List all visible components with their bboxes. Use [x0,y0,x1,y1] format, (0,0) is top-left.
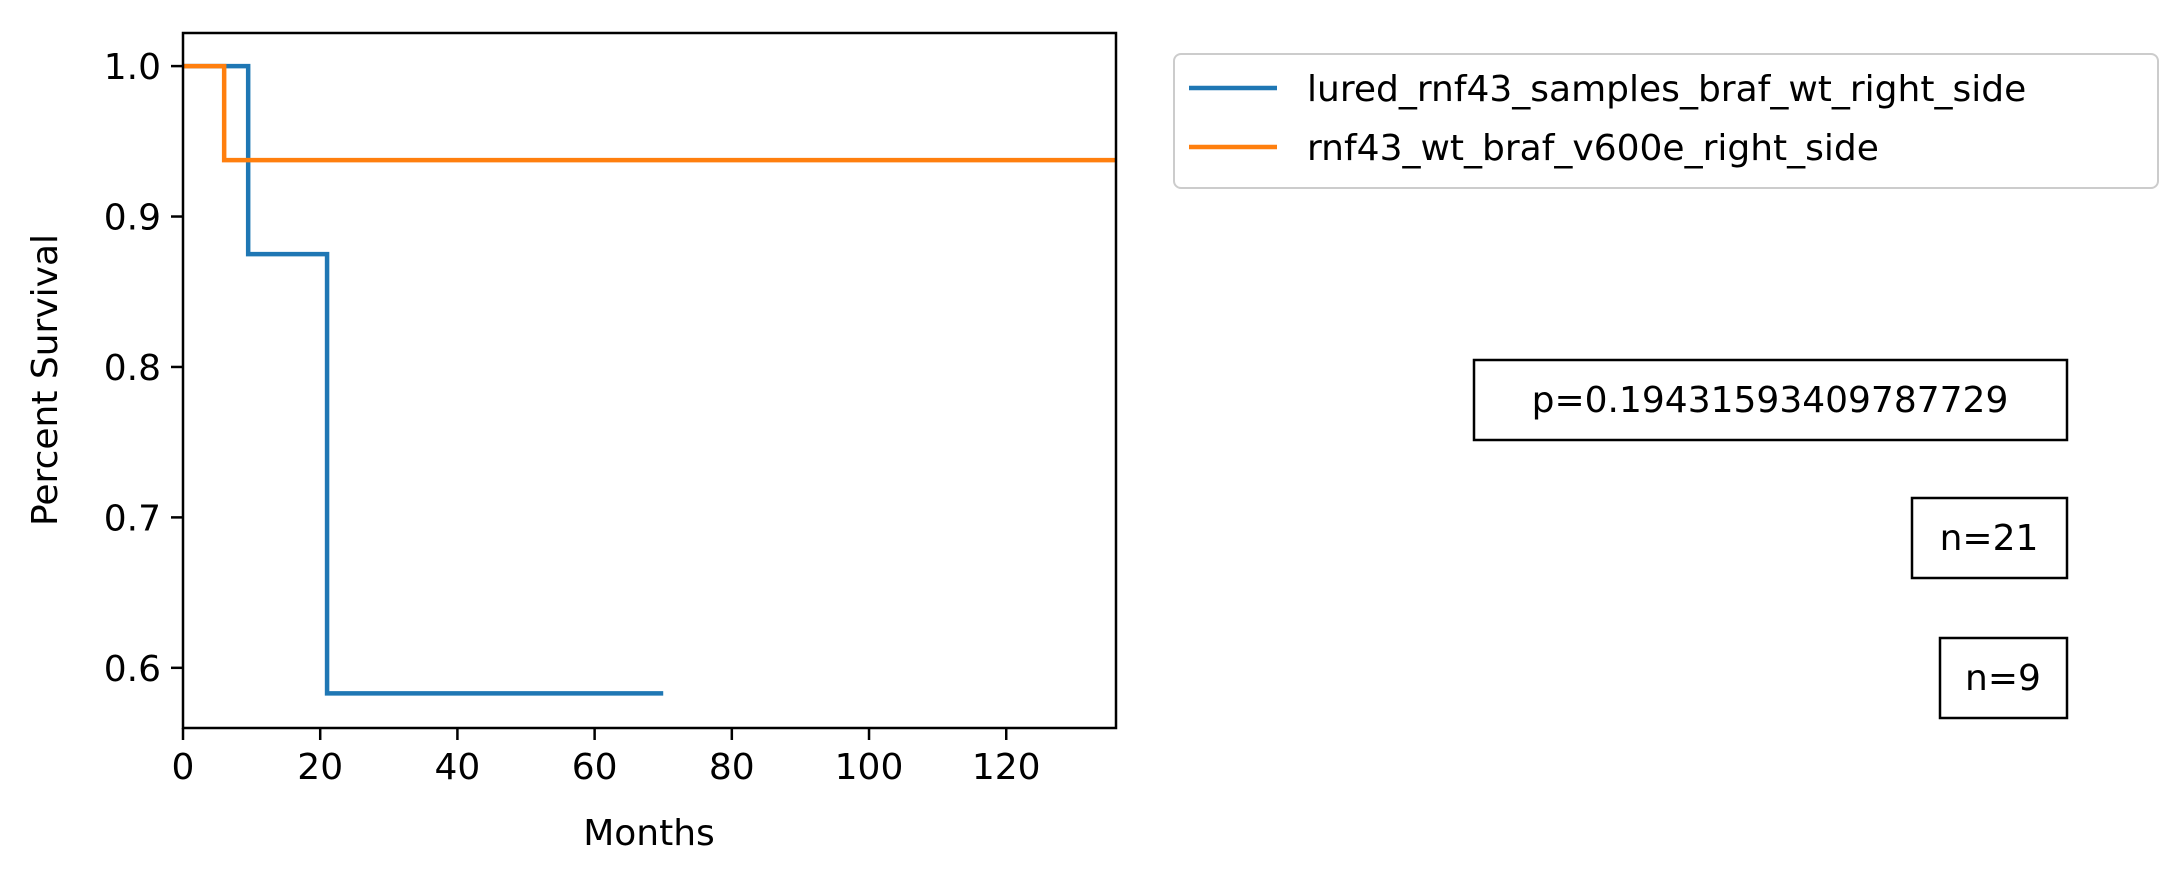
x-tick-label: 40 [435,747,481,788]
x-tick-label: 120 [972,747,1041,788]
series-line-2 [183,63,1116,163]
y-tick-label: 1.0 [104,47,161,88]
y-axis-label: Percent Survival [25,234,66,526]
n-annotation-1: n=21 [1910,496,2069,580]
x-axis-ticks: 0 20 40 60 80 100 120 [172,728,1041,788]
p-value-annotation: p=0.19431593409787729 [1472,358,2069,442]
series-lines [183,63,1116,696]
y-tick-label: 0.8 [104,348,161,389]
y-tick-label: 0.7 [104,498,161,539]
n-text-1: n=21 [1940,518,2039,559]
x-tick-label: 20 [297,747,343,788]
x-tick-label: 100 [835,747,904,788]
x-axis-label: Months [583,813,715,854]
legend-frame [1173,53,2159,189]
n-box-2 [1938,636,2069,720]
legend-label-series-1: lured_rnf43_samples_braf_wt_right_side [1307,69,2026,110]
x-tick-label: 0 [172,747,195,788]
y-axis-ticks: 0.6 0.7 0.8 0.9 1.0 [104,47,183,690]
y-tick-label: 0.9 [104,198,161,239]
n-text-2: n=9 [1965,658,2041,699]
y-tick-label: 0.6 [104,649,161,690]
x-tick-label: 60 [572,747,618,788]
p-value-text: p=0.19431593409787729 [1532,380,2009,421]
legend-label-series-2: rnf43_wt_braf_v600e_right_side [1307,128,1879,169]
legend: lured_rnf43_samples_braf_wt_right_side r… [1173,53,2159,189]
x-tick-label: 80 [709,747,755,788]
p-value-box [1472,358,2069,442]
n-box-1 [1910,496,2069,580]
plot-frame [181,31,1118,730]
n-annotation-2: n=9 [1938,636,2069,720]
series-line-1 [183,63,664,696]
